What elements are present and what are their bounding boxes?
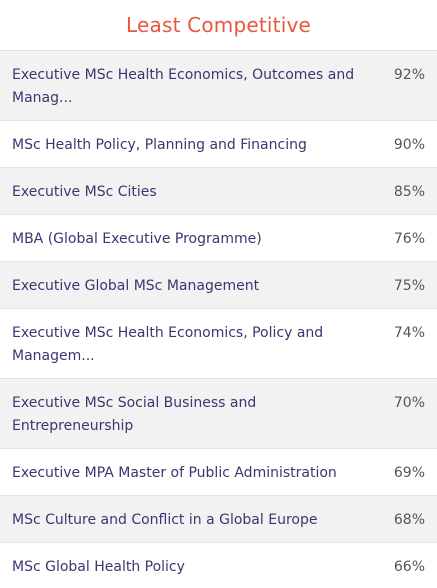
list-item[interactable]: MSc Global Health Policy 66% <box>0 543 437 588</box>
program-name: MSc Culture and Conflict in a Global Eur… <box>12 512 318 528</box>
panel-title: Least Competitive <box>126 13 311 37</box>
program-percentage: 90% <box>393 137 425 153</box>
program-name: Executive MSc Health Economics, Outcomes… <box>12 67 355 106</box>
program-percentage: 85% <box>393 184 425 200</box>
list-item[interactable]: Executive MPA Master of Public Administr… <box>0 449 437 496</box>
program-list: Executive MSc Health Economics, Outcomes… <box>0 50 437 588</box>
list-item[interactable]: MSc Health Policy, Planning and Financin… <box>0 121 437 168</box>
list-item[interactable]: MSc Culture and Conflict in a Global Eur… <box>0 496 437 543</box>
list-item[interactable]: Executive MSc Social Business and Entrep… <box>0 379 437 449</box>
list-item[interactable]: Executive MSc Cities 85% <box>0 168 437 215</box>
program-name: MSc Health Policy, Planning and Financin… <box>12 137 307 153</box>
list-item[interactable]: Executive MSc Health Economics, Policy a… <box>0 309 437 379</box>
program-percentage: 74% <box>393 325 425 341</box>
program-name: Executive Global MSc Management <box>12 278 260 294</box>
program-name: Executive MSc Social Business and Entrep… <box>12 395 257 434</box>
program-percentage: 69% <box>393 465 425 481</box>
list-item[interactable]: Executive Global MSc Management 75% <box>0 262 437 309</box>
program-percentage: 66% <box>393 559 425 575</box>
program-percentage: 68% <box>393 512 425 528</box>
program-name: MBA (Global Executive Programme) <box>12 231 262 247</box>
program-name: Executive MPA Master of Public Administr… <box>12 465 337 481</box>
list-item[interactable]: Executive MSc Health Economics, Outcomes… <box>0 51 437 121</box>
program-percentage: 92% <box>393 67 425 83</box>
program-percentage: 70% <box>393 395 425 411</box>
program-name: MSc Global Health Policy <box>12 559 185 575</box>
program-percentage: 76% <box>393 231 425 247</box>
program-percentage: 75% <box>393 278 425 294</box>
program-name: Executive MSc Cities <box>12 184 157 200</box>
program-name: Executive MSc Health Economics, Policy a… <box>12 325 324 364</box>
list-item[interactable]: MBA (Global Executive Programme) 76% <box>0 215 437 262</box>
